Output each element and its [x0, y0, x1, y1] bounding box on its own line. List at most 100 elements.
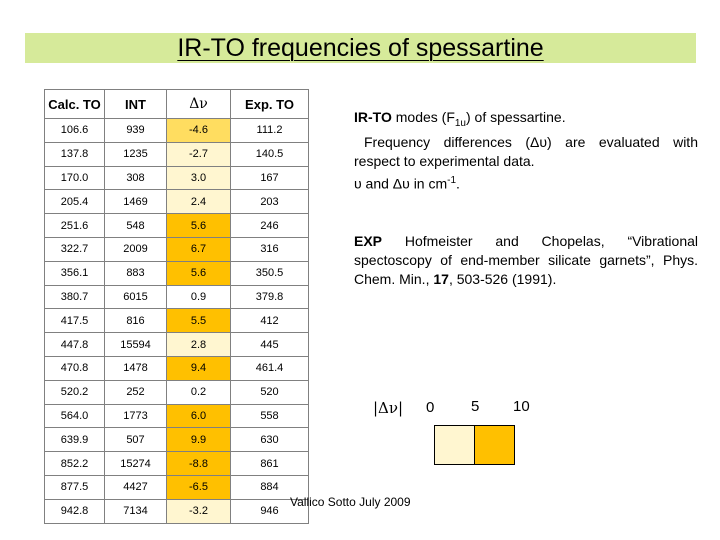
calc-to-cell: 639.9 — [44, 427, 105, 453]
exp-to-cell: 946 — [230, 498, 309, 524]
exp-to-cell: 167 — [230, 165, 309, 191]
int-cell: 507 — [104, 427, 167, 453]
frequency-table: Calc. TO INT Δν Exp. TO 106.6 939 -4.6 111.… — [44, 89, 309, 524]
delta-nu-cell: 2.4 — [166, 189, 231, 215]
int-cell: 1235 — [104, 141, 167, 167]
exp-to-cell: 246 — [230, 213, 309, 238]
notes-block: IR-TO modes (F1u) of spessartine. Freque… — [354, 108, 698, 193]
calc-to-cell: 520.2 — [44, 379, 105, 405]
delta-nu-cell: 0.9 — [166, 284, 231, 310]
int-cell: 2009 — [104, 236, 167, 262]
exp-to-cell: 350.5 — [230, 260, 309, 286]
reference-text: Hofmeister and Chopelas, “Vibrational sp… — [354, 233, 698, 287]
units-note: υ and Δυ in cm-1. — [354, 171, 698, 194]
header-int: INT — [104, 89, 167, 119]
calc-to-cell: 356.1 — [44, 260, 105, 286]
table-row: 170.0 308 3.0 167 — [44, 165, 309, 191]
table-header-row: Calc. TO INT Δν Exp. TO — [44, 89, 309, 119]
table-row: 356.1 883 5.6 350.5 — [44, 260, 309, 286]
table-row: 447.8 15594 2.8 445 — [44, 332, 309, 357]
exp-to-cell: 884 — [230, 474, 309, 500]
int-cell: 1478 — [104, 355, 167, 381]
exp-to-cell: 520 — [230, 379, 309, 405]
header-calc-to: Calc. TO — [44, 89, 105, 119]
calc-to-cell: 170.0 — [44, 165, 105, 191]
exp-to-cell: 461.4 — [230, 355, 309, 381]
exp-to-cell: 140.5 — [230, 141, 309, 167]
int-cell: 7134 — [104, 498, 167, 524]
table-row: 852.2 15274 -8.8 861 — [44, 451, 309, 476]
units-superscript: -1 — [447, 174, 457, 186]
delta-nu-cell: -4.6 — [166, 118, 231, 143]
modes-text: modes (F — [391, 109, 455, 125]
page-title: IR-TO frequencies of spessartine — [177, 33, 544, 62]
exp-to-cell: 379.8 — [230, 284, 309, 310]
int-cell: 4427 — [104, 474, 167, 500]
exp-to-cell: 111.2 — [230, 118, 309, 143]
int-cell: 939 — [104, 118, 167, 143]
calc-to-cell: 852.2 — [44, 451, 105, 476]
table-row: 877.5 4427 -6.5 884 — [44, 474, 309, 500]
table-row: 470.8 1478 9.4 461.4 — [44, 355, 309, 381]
int-cell: 15594 — [104, 332, 167, 357]
footer-credit: Vallico Sotto July 2009 — [290, 495, 411, 509]
delta-nu-cell: 5.6 — [166, 260, 231, 286]
delta-nu-cell: 5.5 — [166, 308, 231, 334]
calc-to-cell: 322.7 — [44, 236, 105, 262]
modes-subscript: 1u — [454, 117, 466, 129]
units-text-end: . — [456, 175, 460, 192]
frequency-difference-note: Frequency differences (Δυ) are evaluated… — [354, 133, 698, 169]
header-delta-nu: Δν — [166, 89, 231, 119]
reference-label: EXP — [354, 233, 383, 249]
delta-nu-cell: 3.0 — [166, 165, 231, 191]
calc-to-cell: 447.8 — [44, 332, 105, 357]
delta-nu-cell: 2.8 — [166, 332, 231, 357]
table-row: 322.7 2009 6.7 316 — [44, 236, 309, 262]
legend-swatch-high — [474, 425, 515, 465]
delta-nu-cell: -8.8 — [166, 451, 231, 476]
calc-to-cell: 942.8 — [44, 498, 105, 524]
table-row: 942.8 7134 -3.2 946 — [44, 498, 309, 524]
delta-nu-cell: 9.4 — [166, 355, 231, 381]
delta-nu-cell: -6.5 — [166, 474, 231, 500]
legend-swatch-low — [434, 425, 475, 465]
calc-to-cell: 470.8 — [44, 355, 105, 381]
calc-to-cell: 137.8 — [44, 141, 105, 167]
exp-to-cell: 412 — [230, 308, 309, 334]
int-cell: 1469 — [104, 189, 167, 215]
delta-nu-cell: 0.2 — [166, 379, 231, 405]
table-row: 639.9 507 9.9 630 — [44, 427, 309, 453]
delta-nu-cell: 5.6 — [166, 213, 231, 238]
legend-label: |Δν| — [373, 399, 404, 417]
exp-to-cell: 558 — [230, 403, 309, 429]
int-cell: 6015 — [104, 284, 167, 310]
exp-to-cell: 630 — [230, 427, 309, 453]
modes-note: IR-TO modes (F1u) of spessartine. — [354, 108, 698, 133]
reference-volume: 17 — [433, 271, 449, 287]
legend-tick-5: 5 — [471, 398, 480, 415]
int-cell: 15274 — [104, 451, 167, 476]
delta-nu-cell: -2.7 — [166, 141, 231, 167]
reference-note: EXP Hofmeister and Chopelas, “Vibrationa… — [354, 232, 698, 289]
exp-to-cell: 445 — [230, 332, 309, 357]
int-cell: 816 — [104, 308, 167, 334]
exp-to-cell: 316 — [230, 236, 309, 262]
int-cell: 883 — [104, 260, 167, 286]
legend-tick-10: 10 — [513, 398, 530, 415]
delta-nu-cell: -3.2 — [166, 498, 231, 524]
calc-to-cell: 564.0 — [44, 403, 105, 429]
calc-to-cell: 417.5 — [44, 308, 105, 334]
modes-text-end: ) of spessartine. — [466, 109, 566, 125]
table-row: 251.6 548 5.6 246 — [44, 213, 309, 238]
calc-to-cell: 380.7 — [44, 284, 105, 310]
delta-nu-cell: 6.7 — [166, 236, 231, 262]
int-cell: 1773 — [104, 403, 167, 429]
exp-to-cell: 203 — [230, 189, 309, 215]
calc-to-cell: 877.5 — [44, 474, 105, 500]
table-row: 137.8 1235 -2.7 140.5 — [44, 141, 309, 167]
int-cell: 252 — [104, 379, 167, 405]
calc-to-cell: 251.6 — [44, 213, 105, 238]
calc-to-cell: 106.6 — [44, 118, 105, 143]
calc-to-cell: 205.4 — [44, 189, 105, 215]
title-bar: IR-TO frequencies of spessartine — [25, 33, 696, 63]
